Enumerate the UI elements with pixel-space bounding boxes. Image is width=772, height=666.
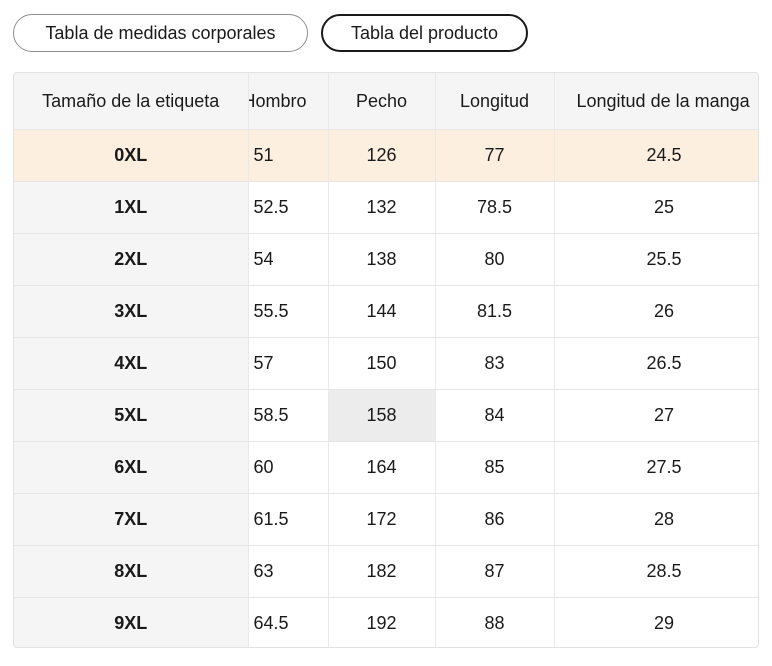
table-row: 7XL 61.5 172 86 28 [14,493,758,546]
size-cell: 1XL [14,181,249,234]
size-cell: 8XL [14,545,249,598]
length-cell: 78.5 [435,181,555,234]
table-row: 9XL 64.5 192 88 29 [14,597,758,647]
chest-cell: 138 [328,233,436,286]
shoulder-cell: 57 [248,337,329,390]
chest-cell: 164 [328,441,436,494]
length-cell: 80 [435,233,555,286]
shoulder-cell: 58.5 [248,389,329,442]
sleeve-length-cell: 29 [554,597,758,647]
size-cell: 0XL [14,129,249,182]
chest-cell: 132 [328,181,436,234]
tab-product-measurements[interactable]: Tabla del producto [321,14,528,52]
length-cell: 87 [435,545,555,598]
size-chart-tabs: Tabla de medidas corporales Tabla del pr… [13,14,528,52]
length-cell: 85 [435,441,555,494]
header-shoulder: Hombro [248,73,329,130]
table-row: 1XL 52.5 132 78.5 25 [14,181,758,234]
size-cell: 9XL [14,597,249,647]
sleeve-length-cell: 26 [554,285,758,338]
shoulder-cell: 51 [248,129,329,182]
length-cell: 86 [435,493,555,546]
table-row: 6XL 60 164 85 27.5 [14,441,758,494]
header-sleeve-length: Longitud de la manga [554,73,758,130]
shoulder-cell: 54 [248,233,329,286]
sleeve-length-cell: 25.5 [554,233,758,286]
size-cell: 6XL [14,441,249,494]
table-row: 3XL 55.5 144 81.5 26 [14,285,758,338]
shoulder-cell: 63 [248,545,329,598]
length-cell: 81.5 [435,285,555,338]
sleeve-length-cell: 27 [554,389,758,442]
sleeve-length-cell: 25 [554,181,758,234]
tab-body-measurements[interactable]: Tabla de medidas corporales [13,14,308,52]
header-label-size: Tamaño de la etiqueta [14,73,249,130]
chest-cell: 150 [328,337,436,390]
header-length: Longitud [435,73,555,130]
size-cell: 7XL [14,493,249,546]
sleeve-length-cell: 28.5 [554,545,758,598]
sleeve-length-cell: 28 [554,493,758,546]
chest-cell: 172 [328,493,436,546]
table-header-row: Tamaño de la etiqueta Hombro Pecho Longi… [14,73,758,130]
shoulder-cell: 60 [248,441,329,494]
shoulder-cell: 55.5 [248,285,329,338]
size-cell: 2XL [14,233,249,286]
length-cell: 83 [435,337,555,390]
table-row: 2XL 54 138 80 25.5 [14,233,758,286]
sleeve-length-cell: 26.5 [554,337,758,390]
length-cell: 77 [435,129,555,182]
table-row: 5XL 58.5 158 84 27 [14,389,758,442]
size-cell: 4XL [14,337,249,390]
size-table: Tamaño de la etiqueta Hombro Pecho Longi… [14,73,758,647]
size-table-container[interactable]: Tamaño de la etiqueta Hombro Pecho Longi… [13,72,759,648]
chest-cell: 144 [328,285,436,338]
length-cell: 84 [435,389,555,442]
shoulder-cell: 61.5 [248,493,329,546]
table-row: 0XL 51 126 77 24.5 [14,129,758,182]
header-chest: Pecho [328,73,436,130]
shoulder-cell: 64.5 [248,597,329,647]
size-cell: 3XL [14,285,249,338]
chest-cell: 182 [328,545,436,598]
sleeve-length-cell: 27.5 [554,441,758,494]
sleeve-length-cell: 24.5 [554,129,758,182]
chest-cell: 192 [328,597,436,647]
length-cell: 88 [435,597,555,647]
size-cell: 5XL [14,389,249,442]
table-row: 4XL 57 150 83 26.5 [14,337,758,390]
shoulder-cell: 52.5 [248,181,329,234]
table-row: 8XL 63 182 87 28.5 [14,545,758,598]
chest-cell: 126 [328,129,436,182]
chest-cell: 158 [328,389,436,442]
